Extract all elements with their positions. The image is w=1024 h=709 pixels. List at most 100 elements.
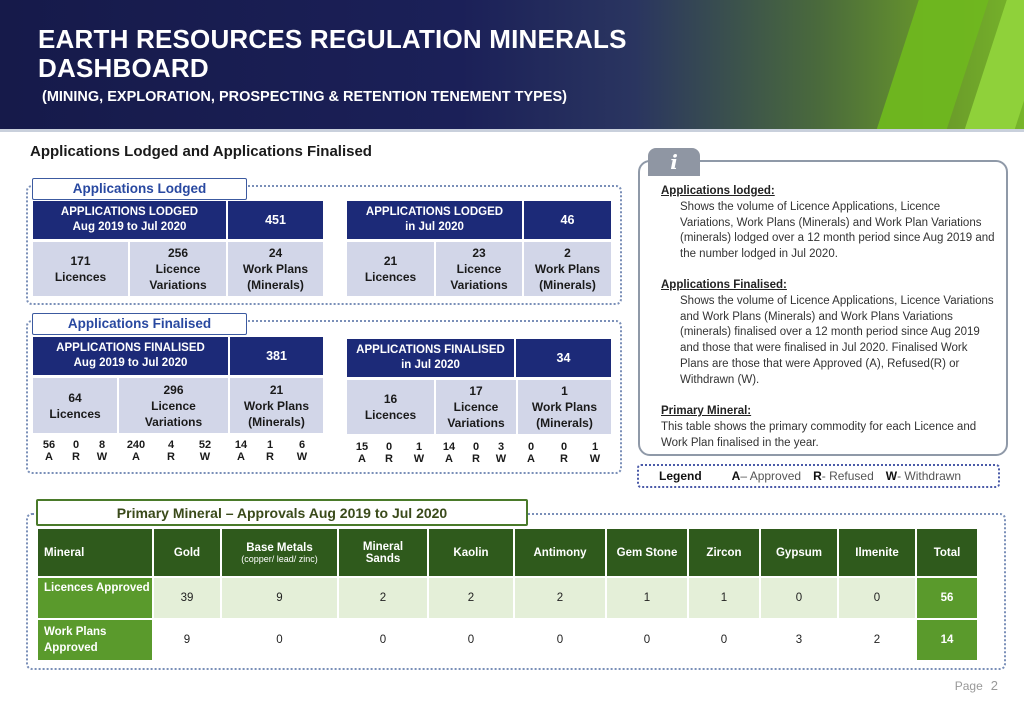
label: Licences	[49, 406, 101, 421]
header-mineral-sands: Mineral Sands	[339, 529, 427, 576]
label: Licence Variations	[447, 400, 505, 430]
info-finalised-text: Shows the volume of Licence Applications…	[680, 294, 994, 386]
breakdown-value: 0	[385, 441, 393, 453]
finalised-month-range: in Jul 2020	[401, 359, 460, 371]
table-header-row: Mineral Gold Base Metals (copper/ lead/ …	[38, 529, 977, 576]
breakdown-value: 0	[72, 439, 80, 451]
table-cell: 0	[607, 620, 687, 660]
label: Licence Variations	[149, 262, 207, 292]
value: 256	[167, 246, 189, 260]
breakdown-cell: 15 A	[350, 441, 374, 465]
section-title: Applications Lodged and Applications Fin…	[30, 143, 372, 160]
label: Work Plans (Minerals)	[242, 262, 309, 292]
breakdown-key: A	[358, 453, 366, 465]
value: 64	[68, 390, 82, 405]
page-subtitle: (MINING, EXPLORATION, PROSPECTING & RETE…	[42, 89, 567, 105]
table-cell: 9	[222, 578, 337, 618]
legend-title: Legend	[659, 469, 702, 483]
finalised-panel	[26, 320, 622, 474]
info-icon[interactable]: i	[648, 148, 700, 176]
row-label: Work Plans Approved	[38, 620, 152, 660]
breakdown-key: A	[445, 453, 453, 465]
breakdown-value: 3	[497, 441, 505, 453]
info-lodged-text: Shows the volume of Licence Applications…	[680, 200, 995, 261]
lodged-month-total: 46	[524, 201, 611, 239]
table-cell: 0	[339, 620, 427, 660]
legend-r-key: R	[813, 469, 822, 483]
breakdown-value: 4	[167, 439, 175, 451]
info-primary-heading: Primary Mineral:	[661, 405, 752, 417]
breakdown-value: 15	[355, 441, 369, 453]
breakdown-key: R	[472, 453, 480, 465]
header-gem-stone: Gem Stone	[607, 529, 687, 576]
breakdown-value: 14	[442, 441, 456, 453]
table-cell: 1	[689, 578, 759, 618]
breakdown-cell: 240 A	[114, 439, 158, 463]
header-ilmenite: Ilmenite	[839, 529, 915, 576]
value: 2	[564, 246, 571, 260]
breakdown-value: 56	[42, 439, 56, 451]
header-gypsum: Gypsum	[761, 529, 837, 576]
table-cell: 2	[839, 620, 915, 660]
page-label: Page	[954, 679, 983, 693]
breakdown-value: 0	[527, 441, 535, 453]
label: Licence Variations	[450, 262, 508, 292]
mineral-panel-label: Primary Mineral – Approvals Aug 2019 to …	[36, 499, 528, 526]
lodged-month-header: APPLICATIONS LODGED in Jul 2020	[347, 201, 522, 239]
header-total: Total	[917, 529, 977, 576]
value: 24	[268, 246, 283, 260]
info-finalised-heading: Applications Finalised:	[661, 279, 787, 291]
breakdown-cell: 56 A	[36, 439, 62, 463]
value: 23	[472, 246, 486, 260]
header-base-metals-sub: (copper/ lead/ zinc)	[241, 553, 318, 564]
info-lodged-heading: Applications lodged:	[661, 185, 775, 197]
label: Licences	[364, 408, 417, 422]
table-cell: 9	[154, 620, 220, 660]
breakdown-value: 0	[472, 441, 480, 453]
info-lodged: Applications lodged: Shows the volume of…	[661, 184, 996, 263]
table-cell: 2	[515, 578, 605, 618]
info-panel	[638, 160, 1008, 456]
breakdown-key: W	[413, 453, 425, 465]
value: 1	[561, 384, 568, 398]
row-label: Licences Approved	[38, 578, 152, 618]
lodged-period-range: Aug 2019 to Jul 2020	[72, 221, 187, 233]
info-primary: Primary Mineral: This table shows the pr…	[661, 404, 1001, 451]
finalised-month-variations: 17 Licence Variations	[436, 380, 516, 434]
breakdown-key: R	[266, 451, 274, 463]
value: 296	[163, 382, 184, 397]
breakdown-value: 0	[560, 441, 568, 453]
breakdown-key: R	[72, 451, 80, 463]
header-zircon: Zircon	[689, 529, 759, 576]
lodged-month-title: APPLICATIONS LODGED	[365, 206, 504, 218]
table-cell: 0	[839, 578, 915, 618]
table-cell: 2	[339, 578, 427, 618]
legend-w-text: - Withdrawn	[897, 469, 962, 483]
table-cell: 0	[689, 620, 759, 660]
lodged-month-variations: 23 Licence Variations	[436, 242, 522, 296]
finalised-month-total: 34	[516, 339, 611, 377]
header-kaolin: Kaolin	[429, 529, 513, 576]
finalised-period-header: APPLICATIONS FINALISED Aug 2019 to Jul 2…	[33, 337, 228, 375]
breakdown-key: W	[589, 453, 601, 465]
table-cell: 0	[429, 620, 513, 660]
breakdown-value: 8	[98, 439, 106, 451]
breakdown-key: A	[237, 451, 245, 463]
lodged-period-total: 451	[228, 201, 323, 239]
breakdown-value: 14	[234, 439, 248, 451]
breakdown-cell: 52 W	[184, 439, 226, 463]
page-num: 2	[990, 678, 998, 693]
page-number: Page 2	[955, 678, 998, 693]
lodged-panel-label: Applications Lodged	[32, 178, 247, 200]
breakdown-key: R	[385, 453, 393, 465]
breakdown-value: 52	[198, 439, 212, 451]
finalised-period-licences: 64 Licences	[33, 378, 117, 433]
